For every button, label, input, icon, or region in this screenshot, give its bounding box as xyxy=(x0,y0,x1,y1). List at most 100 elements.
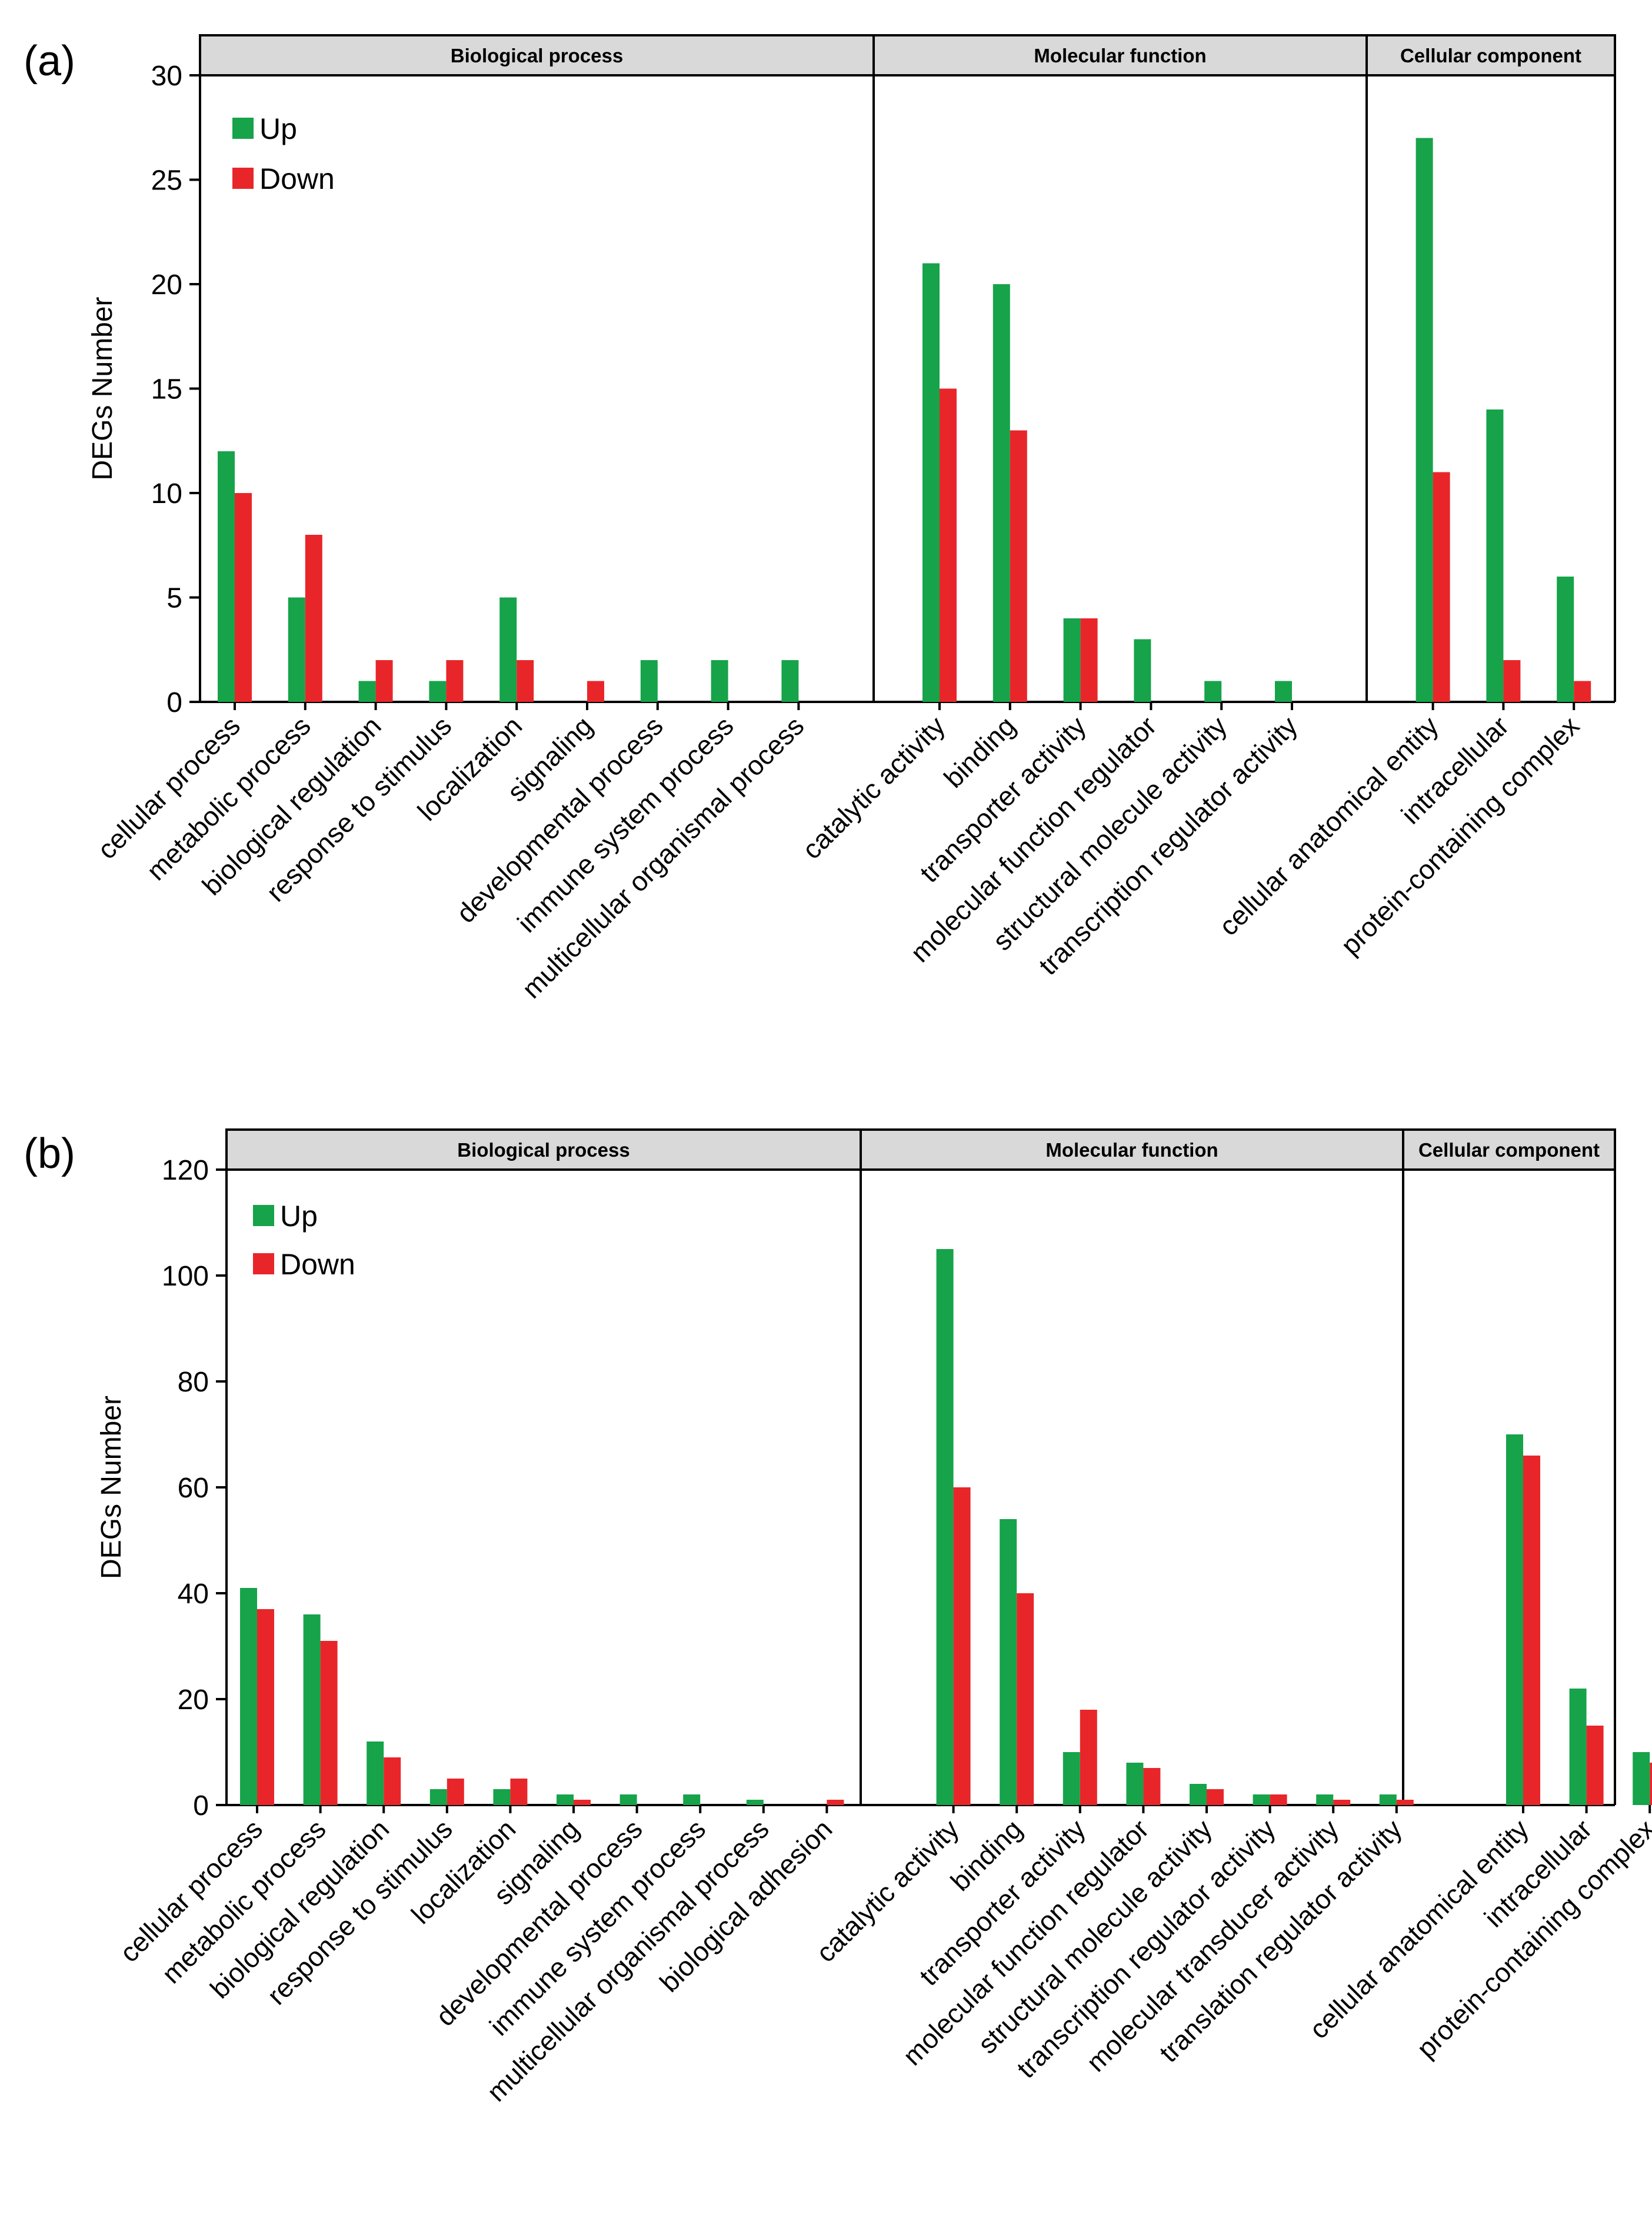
panel-a-y-axis-title: DEGs Number xyxy=(87,297,118,480)
panel-b-bar-up xyxy=(1000,1519,1017,1805)
panel-b-legend-label-down: Down xyxy=(280,1248,355,1281)
panel-b-y-tick-label: 80 xyxy=(178,1367,209,1398)
panel-a-bar-up xyxy=(218,451,235,702)
panel-a-bar-up xyxy=(1415,138,1433,702)
panel-a-bar-up xyxy=(1204,681,1222,702)
panel-b-y-tick-label: 60 xyxy=(178,1473,209,1504)
panel-a-bar-up xyxy=(992,284,1010,702)
panel-a-group-header-label: Biological process xyxy=(451,45,623,66)
panel-b-group-header-label: Molecular function xyxy=(1045,1139,1218,1161)
panel-a-bar-up xyxy=(499,597,517,702)
panel-a-bar-up xyxy=(922,263,940,702)
panel-b-bar-up xyxy=(1126,1763,1144,1805)
panel-b-bar-down xyxy=(574,1800,591,1805)
panel-a-bar-down xyxy=(1433,472,1450,702)
panel-b-y-tick-label: 120 xyxy=(162,1155,209,1186)
panel-a-bar-up xyxy=(358,681,376,702)
panel-a-bar-up xyxy=(711,660,728,702)
panel-b-bar-down xyxy=(827,1800,844,1805)
panel-b-label: (b) xyxy=(24,1130,75,1177)
panel-b-group-header-label: Cellular component xyxy=(1418,1139,1600,1161)
panel-b-bar-up xyxy=(1190,1784,1207,1805)
panel-a-legend-swatch-up xyxy=(232,118,254,139)
panel-a-legend-label-up: Up xyxy=(259,112,297,145)
panel-b-y-tick-label: 0 xyxy=(193,1790,209,1822)
panel-a-bar-up xyxy=(640,660,658,702)
panel-b-bar-up xyxy=(429,1789,447,1805)
panel-b-bar-down xyxy=(510,1779,528,1805)
panel-a-bar-up xyxy=(288,597,305,702)
panel-b-bar-up xyxy=(1253,1794,1270,1805)
panel-b-bar-down xyxy=(1207,1789,1224,1805)
panel-a-y-tick-label: 15 xyxy=(151,374,182,405)
panel-a-bar-down xyxy=(1010,430,1027,702)
panel-b-group-header-label: Biological process xyxy=(457,1139,630,1161)
panel-a-bar-up xyxy=(1063,618,1081,702)
panel-a-y-tick-label: 5 xyxy=(166,583,182,614)
panel-b-bar-up xyxy=(1633,1752,1650,1805)
panel-b-header-strip xyxy=(225,1128,1616,1171)
panel-b-legend-swatch-down xyxy=(253,1253,274,1274)
panel-a-legend-swatch-down xyxy=(232,168,254,189)
panel-b-category-label: protein-containing complex xyxy=(1411,1813,1652,2064)
panel-b-legend-swatch-up xyxy=(253,1205,274,1226)
panel-b-bar-up xyxy=(1506,1434,1523,1805)
panel-a-bar-down xyxy=(940,388,957,702)
panel-a-y-tick-label: 10 xyxy=(151,478,182,510)
panel-a-category-label: catalytic activity xyxy=(796,710,951,865)
panel-a-legend-label-down: Down xyxy=(259,162,335,195)
panel-b-bar-down xyxy=(320,1641,338,1805)
panel-b-y-tick-label: 100 xyxy=(162,1261,209,1292)
panel-a-bar-down xyxy=(587,681,604,702)
panel-a-bar-up xyxy=(1557,577,1574,702)
panel-b-bar-up xyxy=(1379,1794,1397,1805)
panel-b-y-tick-label: 40 xyxy=(178,1579,209,1610)
panel-a-bar-down xyxy=(446,660,464,702)
panel-a-bar-up xyxy=(429,681,447,702)
panel-b: (b) Biological process Molecular function C… xyxy=(24,1128,1652,2107)
panel-a-bar-up xyxy=(1134,639,1151,702)
panel-b-bar-up xyxy=(936,1249,954,1805)
panel-b-y-axis-title: DEGs Number xyxy=(96,1396,127,1579)
panel-b-bar-down xyxy=(1017,1593,1034,1805)
panel-b-bar-up xyxy=(1569,1689,1587,1805)
panel-a-y-tick-label: 30 xyxy=(151,61,182,92)
panel-b-bar-up xyxy=(683,1794,701,1805)
panel-a-y-tick-label: 0 xyxy=(166,687,182,718)
panel-b-bar-down xyxy=(1143,1768,1161,1805)
panel-b-bar-down xyxy=(1586,1726,1604,1805)
panel-a-bar-down xyxy=(1503,660,1521,702)
panel-b-bar-down xyxy=(953,1487,971,1805)
panel-b-bar-up xyxy=(1316,1794,1334,1805)
panel-a-group-header-label: Cellular component xyxy=(1400,45,1581,66)
panel-b-bar-down xyxy=(1270,1794,1287,1805)
panel-a-bar-up xyxy=(781,660,799,702)
panel-a-y-tick-label: 25 xyxy=(151,165,182,197)
panel-a-bar-down xyxy=(1080,618,1098,702)
panel-a-bar-down xyxy=(305,535,322,702)
panel-a-group-header-label: Molecular function xyxy=(1034,45,1206,66)
panel-a-label: (a) xyxy=(24,38,75,85)
panel-b-bar-down xyxy=(384,1757,401,1805)
panel-b-bar-up xyxy=(1063,1752,1080,1805)
panel-a: (a) Biological process Molecular function C… xyxy=(24,34,1616,1004)
panel-b-bar-up xyxy=(303,1614,321,1805)
panel-b-bar-down xyxy=(257,1609,274,1805)
panel-a-y-tick-label: 20 xyxy=(151,269,182,301)
panel-b-bar-up xyxy=(746,1800,764,1805)
panel-b-bar-up xyxy=(557,1794,574,1805)
panel-a-bar-down xyxy=(1574,681,1591,702)
panel-b-bar-up xyxy=(367,1741,384,1805)
panel-b-legend-label-up: Up xyxy=(280,1200,318,1233)
panel-b-bar-down xyxy=(1080,1710,1097,1805)
panel-b-bar-up xyxy=(493,1789,511,1805)
panel-b-bar-down xyxy=(1396,1800,1414,1805)
panel-b-bar-down xyxy=(1650,1763,1652,1805)
panel-b-bar-down xyxy=(1333,1800,1351,1805)
panel-a-category-label: transcription regulator activity xyxy=(1032,710,1303,981)
panel-a-bar-down xyxy=(517,660,534,702)
panel-b-bar-down xyxy=(1523,1456,1540,1805)
panel-a-bar-down xyxy=(375,660,393,702)
panel-a-bar-up xyxy=(1486,409,1504,702)
